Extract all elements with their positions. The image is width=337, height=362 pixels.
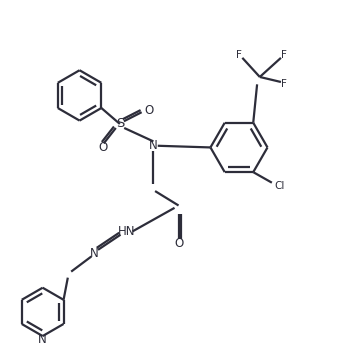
- Text: F: F: [281, 50, 287, 60]
- Text: O: O: [174, 237, 183, 249]
- Text: O: O: [145, 104, 154, 117]
- Text: F: F: [281, 79, 287, 89]
- Text: O: O: [98, 141, 108, 154]
- Text: N: N: [90, 247, 99, 260]
- Text: N: N: [149, 139, 158, 152]
- Text: Cl: Cl: [274, 181, 284, 191]
- Text: HN: HN: [118, 225, 135, 238]
- Text: S: S: [116, 117, 124, 130]
- Text: N: N: [38, 333, 47, 346]
- Text: F: F: [236, 50, 242, 60]
